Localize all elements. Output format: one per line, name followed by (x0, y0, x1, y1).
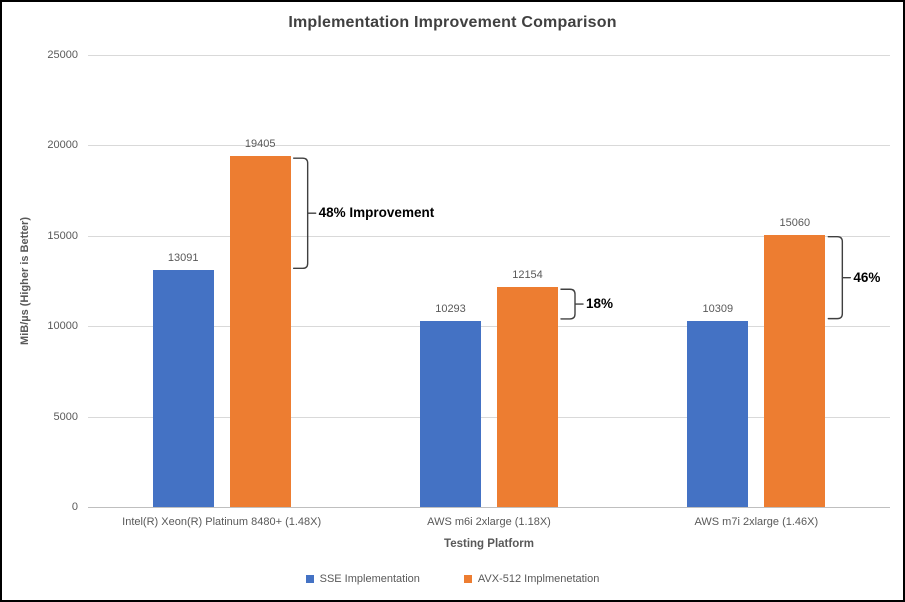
y-tick-label: 15000 (47, 229, 78, 242)
bar-value-label: 15060 (779, 216, 811, 229)
bar-sse-group2 (687, 320, 749, 507)
legend-item-avx512: AVX-512 Implmenetation (463, 573, 600, 585)
category-label: AWS m7i 2xlarge (1.46X) (694, 516, 819, 528)
gridline (88, 326, 890, 328)
y-tick-label: 0 (71, 501, 78, 513)
legend-label: AVX-512 Implmenetation (477, 573, 600, 585)
bar-value-label: 10293 (435, 302, 466, 315)
annotation-label: 46% (853, 269, 881, 285)
gridline (88, 416, 890, 418)
category-label: AWS m6i 2xlarge (1.18X) (427, 516, 551, 528)
y-tick-label: 10000 (47, 320, 78, 333)
y-tick-label: 25000 (47, 49, 78, 61)
bar-sse-group0 (152, 270, 214, 507)
legend-item-sse: SSE Implementation (305, 573, 420, 585)
x-axis-line (88, 507, 890, 508)
bar-value-label: 10309 (702, 302, 734, 315)
x-axis-title: Testing Platform (444, 538, 534, 550)
bar-value-label: 19405 (244, 138, 276, 151)
legend-swatch-icon (463, 575, 472, 583)
y-axis-title-wrap: MiB/µs (Higher is Better) (14, 55, 36, 507)
chart-title: Implementation Improvement Comparison (288, 14, 617, 31)
legend: SSE Implementation AVX-512 Implmenetation (2, 573, 903, 585)
category-label: Intel(R) Xeon(R) Platinum 8480+ (1.48X) (122, 516, 322, 528)
bar-value-label: 13091 (167, 252, 199, 265)
legend-label: SSE Implementation (319, 573, 420, 585)
legend-swatch-icon (305, 575, 314, 583)
y-tick-label: 20000 (47, 139, 78, 152)
annotation-bracket (827, 236, 852, 320)
annotation-label: 18% (586, 296, 614, 312)
gridline (88, 55, 890, 56)
gridline (88, 235, 890, 237)
bar-avx512-group1 (497, 287, 558, 507)
bar-avx512-group2 (764, 234, 826, 507)
bar-sse-group1 (420, 320, 481, 507)
annotation-bracket (292, 157, 317, 270)
y-tick-label: 5000 (53, 410, 78, 423)
gridline (88, 145, 890, 147)
bar-value-label: 12154 (512, 269, 543, 282)
bar-avx512-group0 (229, 156, 291, 507)
annotation-label: 48% Improvement (318, 205, 435, 221)
annotation-bracket (560, 288, 584, 320)
